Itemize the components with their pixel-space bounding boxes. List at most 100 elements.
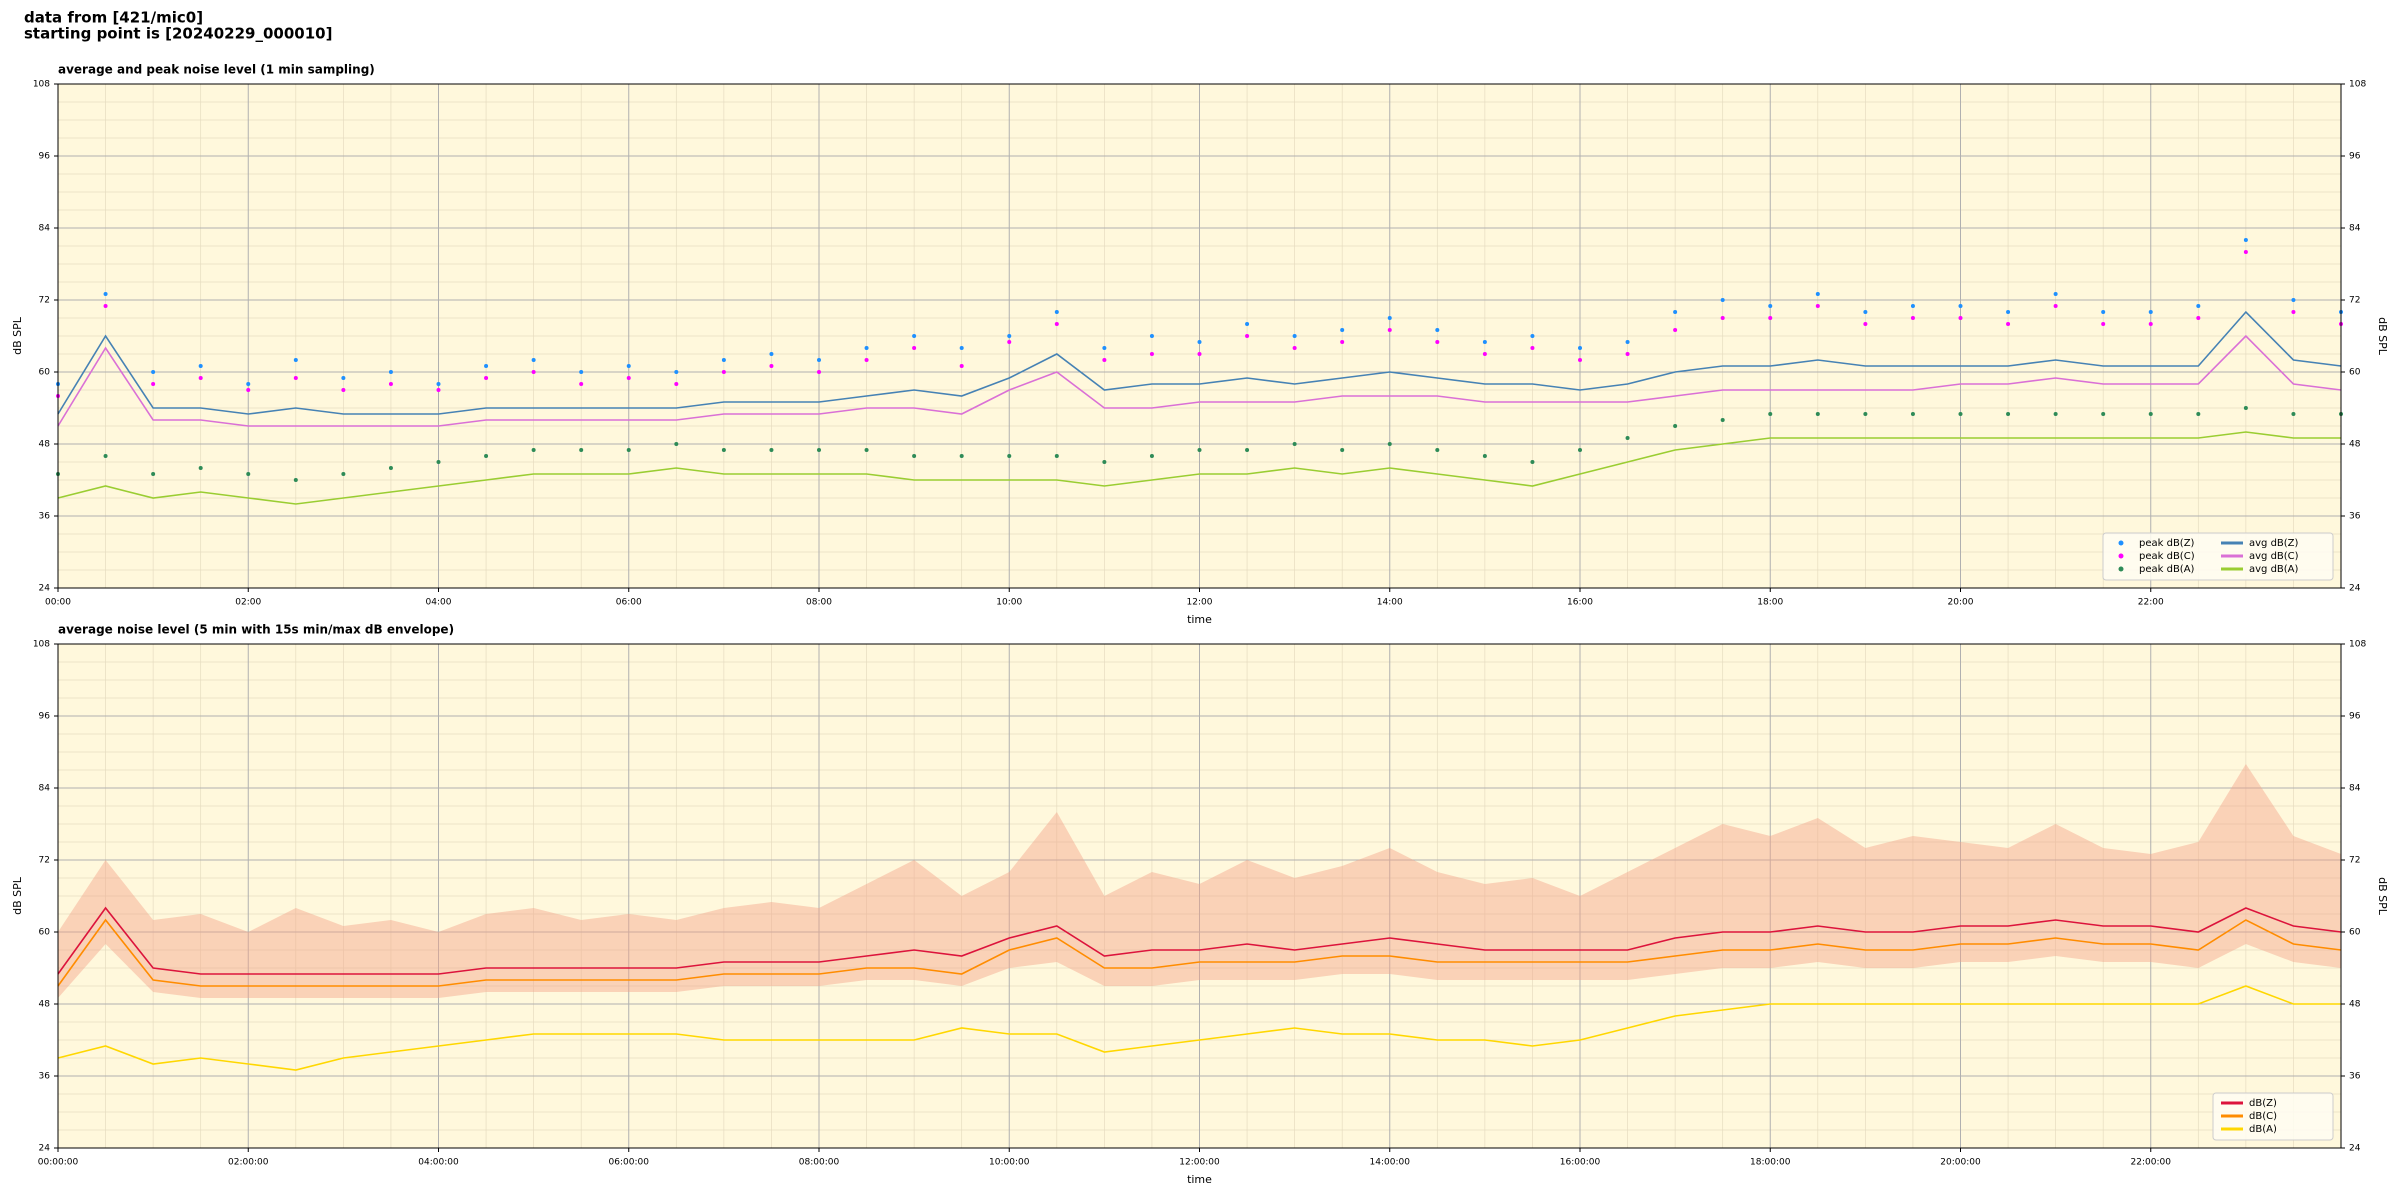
peak-point bbox=[1530, 460, 1535, 464]
legend-label: avg dB(A) bbox=[2249, 564, 2299, 575]
x-tick-label: 06:00 bbox=[616, 598, 642, 608]
peak-point bbox=[103, 454, 108, 458]
peak-point bbox=[1007, 454, 1012, 458]
peak-point bbox=[2148, 310, 2153, 314]
peak-point bbox=[1292, 346, 1297, 350]
x-tick-label: 00:00 bbox=[45, 598, 71, 608]
legend-box bbox=[2102, 532, 2334, 581]
peak-point bbox=[1720, 316, 1725, 320]
peak-point bbox=[817, 448, 821, 452]
peak-point bbox=[626, 376, 631, 380]
peak-point bbox=[1910, 304, 1915, 308]
x-axis-label: time bbox=[1187, 613, 1212, 626]
x-tick-label: 08:00:00 bbox=[799, 1158, 840, 1168]
peak-point bbox=[674, 382, 679, 386]
peak-point bbox=[2148, 412, 2153, 416]
peak-point bbox=[198, 466, 203, 470]
peak-point bbox=[151, 472, 156, 476]
peak-point bbox=[388, 382, 393, 386]
x-tick-label: 20:00:00 bbox=[1940, 1158, 1981, 1168]
x-tick-label: 16:00 bbox=[1567, 598, 1593, 608]
plot-frame bbox=[57, 643, 2342, 1149]
peak-point bbox=[1054, 454, 1059, 458]
legend-label: avg dB(C) bbox=[2249, 551, 2299, 562]
peak-point bbox=[959, 346, 964, 350]
peak-point bbox=[2006, 412, 2011, 416]
x-tick-label: 06:00:00 bbox=[609, 1158, 650, 1168]
peak-point bbox=[436, 382, 441, 386]
y2-tick-label: 36 bbox=[2349, 512, 2361, 522]
peak-point bbox=[1815, 412, 1820, 416]
x-tick-label: 02:00 bbox=[235, 598, 261, 608]
peak-point bbox=[864, 358, 869, 362]
y2-tick-label: 72 bbox=[2349, 856, 2360, 866]
y-axis-label: dB SPL bbox=[11, 876, 24, 915]
series-line bbox=[57, 431, 2341, 505]
peak-point bbox=[1245, 448, 1250, 452]
peak-point bbox=[1149, 334, 1154, 338]
x-tick-label: 10:00:00 bbox=[989, 1158, 1030, 1168]
peak-point bbox=[674, 370, 679, 374]
peak-point bbox=[1007, 340, 1012, 344]
legend-label: dB(Z) bbox=[2249, 1098, 2277, 1109]
x-tick-label: 16:00:00 bbox=[1560, 1158, 1601, 1168]
y-tick-label: 108 bbox=[33, 640, 50, 650]
peak-point bbox=[531, 358, 536, 362]
peak-point bbox=[864, 346, 869, 350]
peak-point bbox=[1768, 412, 1773, 416]
peak-point bbox=[1197, 448, 1202, 452]
peak-point bbox=[531, 370, 536, 374]
y-tick-label: 60 bbox=[39, 928, 51, 938]
x-tick-label: 22:00:00 bbox=[2131, 1158, 2172, 1168]
peak-point bbox=[1102, 358, 1107, 362]
legend-marker bbox=[2118, 553, 2124, 559]
peak-point bbox=[1340, 448, 1345, 452]
peak-point bbox=[817, 358, 821, 362]
peak-point bbox=[1387, 316, 1392, 320]
peak-point bbox=[1958, 304, 1963, 308]
series-line bbox=[57, 310, 2342, 415]
peak-point bbox=[531, 448, 536, 452]
y-tick-label: 96 bbox=[39, 152, 51, 162]
peak-point bbox=[1815, 292, 1820, 296]
peak-point bbox=[769, 364, 774, 368]
chart-title: average noise level (5 min with 15s min/… bbox=[58, 623, 454, 637]
x-tick-label: 04:00 bbox=[426, 598, 452, 608]
peak-point bbox=[2243, 250, 2248, 254]
peak-point bbox=[721, 448, 726, 452]
x-tick-label: 02:00:00 bbox=[228, 1158, 269, 1168]
peak-point bbox=[436, 460, 441, 464]
peak-point bbox=[1387, 442, 1392, 446]
peak-point bbox=[1815, 304, 1820, 308]
peak-point bbox=[198, 376, 203, 380]
peak-point bbox=[151, 370, 156, 374]
y-tick-label: 48 bbox=[39, 1000, 51, 1010]
y-tick-label: 108 bbox=[33, 80, 50, 90]
x-tick-label: 08:00 bbox=[806, 598, 832, 608]
peak-point bbox=[484, 364, 489, 368]
peak-point bbox=[1530, 334, 1535, 338]
peak-point bbox=[1387, 328, 1392, 332]
peak-point bbox=[1054, 322, 1059, 326]
y-tick-label: 72 bbox=[39, 296, 50, 306]
peak-point bbox=[1102, 346, 1107, 350]
envelope-area bbox=[58, 764, 2341, 998]
peak-point bbox=[1482, 340, 1487, 344]
peak-point bbox=[103, 304, 108, 308]
peak-point bbox=[388, 370, 393, 374]
peak-point bbox=[484, 454, 489, 458]
peak-point bbox=[1245, 334, 1250, 338]
x-tick-label: 04:00:00 bbox=[418, 1158, 459, 1168]
y2-tick-label: 108 bbox=[2349, 80, 2366, 90]
peak-point bbox=[626, 364, 631, 368]
peak-point bbox=[912, 346, 917, 350]
chart-title: average and peak noise level (1 min samp… bbox=[58, 63, 375, 77]
y-tick-label: 36 bbox=[39, 512, 51, 522]
y2-tick-label: 84 bbox=[2349, 784, 2361, 794]
y2-tick-label: 96 bbox=[2349, 152, 2361, 162]
peak-point bbox=[151, 382, 156, 386]
peak-point bbox=[1625, 436, 1630, 440]
x-tick-label: 12:00:00 bbox=[1179, 1158, 1220, 1168]
peak-point bbox=[484, 376, 489, 380]
